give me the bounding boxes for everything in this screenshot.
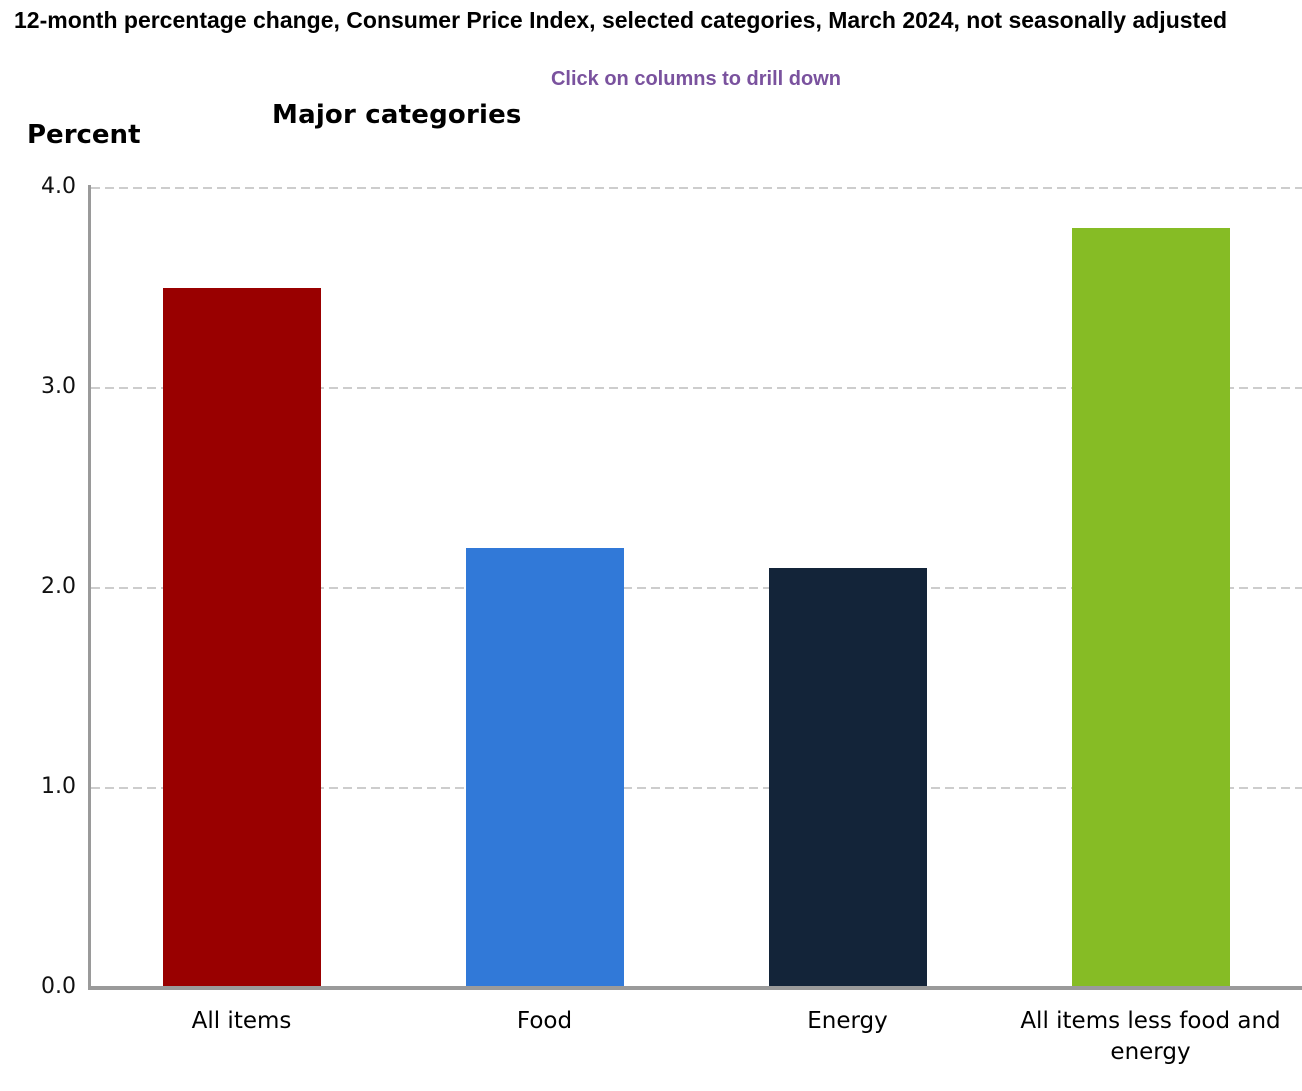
gridline-2.0 [91,587,1302,589]
bar-energy[interactable] [768,568,927,986]
x-axis-label-all-items: All items [191,1008,292,1034]
y-tick-label-1.0: 1.0 [41,774,76,799]
bar-all-items[interactable] [162,288,321,986]
x-axis-label-all-items-less-food-and-energy: All items less food and energy [1020,1008,1281,1065]
y-tick-label-4.0: 4.0 [41,174,76,199]
x-axis-line [88,986,1302,990]
drilldown-hint: Click on columns to drill down [550,68,841,90]
bar-food[interactable] [465,548,624,986]
bar-all-items-less-food-and-energy[interactable] [1071,228,1230,986]
y-tick-label-2.0: 2.0 [41,574,76,599]
chart-title: 12-month percentage change, Consumer Pri… [14,7,1228,33]
gridline-3.0 [91,387,1302,389]
x-axis-label-food: Food [516,1008,573,1034]
y-tick-label-0.0: 0.0 [41,974,76,999]
y-tick-label-3.0: 3.0 [41,374,76,399]
x-axis-label-energy: Energy [807,1008,888,1034]
gridline-4.0 [91,187,1302,189]
y-axis-title: Percent [27,120,141,150]
y-axis-line [88,185,91,990]
gridline-1.0 [91,787,1302,789]
chart-subtitle-major-categories: Major categories [272,100,522,130]
